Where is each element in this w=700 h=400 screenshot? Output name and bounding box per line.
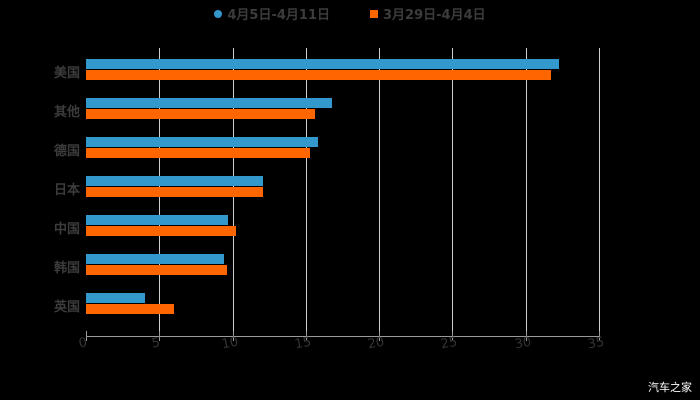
- category-label: 韩国: [53, 261, 80, 276]
- x-tick: [86, 331, 87, 341]
- gridline: [525, 48, 527, 336]
- gridline: [599, 48, 600, 336]
- x-tick-label: 0: [77, 335, 89, 352]
- chart-legend: 4月5日-4月11日 3月29日-4月4日: [0, 4, 700, 23]
- bar-previous-week[interactable]: [86, 69, 551, 80]
- bar-current-week[interactable]: [86, 176, 264, 186]
- bar-previous-week[interactable]: [86, 147, 311, 158]
- category-label: 日本: [53, 183, 80, 198]
- legend-label: 3月29日-4月4日: [383, 8, 486, 23]
- legend-label: 4月5日-4月11日: [227, 8, 330, 23]
- gridline: [379, 48, 381, 336]
- x-tick: [599, 331, 600, 341]
- category-label: 中国: [53, 222, 80, 237]
- category-label: 德国: [53, 144, 80, 159]
- bar-current-week[interactable]: [86, 98, 333, 108]
- x-axis-line: [86, 336, 599, 337]
- bar-current-week[interactable]: [86, 59, 560, 69]
- bar-previous-week[interactable]: [86, 264, 227, 275]
- legend-item-series-2[interactable]: 3月29日-4月4日: [370, 4, 486, 23]
- x-tick: [305, 331, 307, 341]
- gridline: [452, 48, 454, 336]
- x-tick: [159, 331, 161, 341]
- bar-previous-week[interactable]: [86, 303, 174, 314]
- x-tick: [525, 331, 527, 341]
- square-marker-icon: [370, 9, 378, 18]
- watermark: 汽车之家: [648, 381, 692, 394]
- bar-current-week[interactable]: [86, 137, 318, 147]
- legend-item-series-1[interactable]: 4月5日-4月11日: [214, 4, 330, 23]
- category-label: 美国: [53, 66, 80, 81]
- x-tick: [232, 331, 234, 341]
- bar-previous-week[interactable]: [86, 108, 315, 119]
- category-label: 英国: [53, 300, 80, 315]
- circle-marker-icon: [214, 9, 223, 18]
- bar-current-week[interactable]: [86, 254, 224, 264]
- bar-current-week[interactable]: [86, 293, 145, 303]
- bar-previous-week[interactable]: [86, 186, 264, 197]
- gridline: [305, 48, 307, 336]
- bar-previous-week[interactable]: [86, 225, 236, 236]
- x-tick: [452, 331, 454, 341]
- category-label: 其他: [53, 105, 80, 120]
- bar-current-week[interactable]: [86, 215, 229, 225]
- x-tick: [379, 331, 381, 341]
